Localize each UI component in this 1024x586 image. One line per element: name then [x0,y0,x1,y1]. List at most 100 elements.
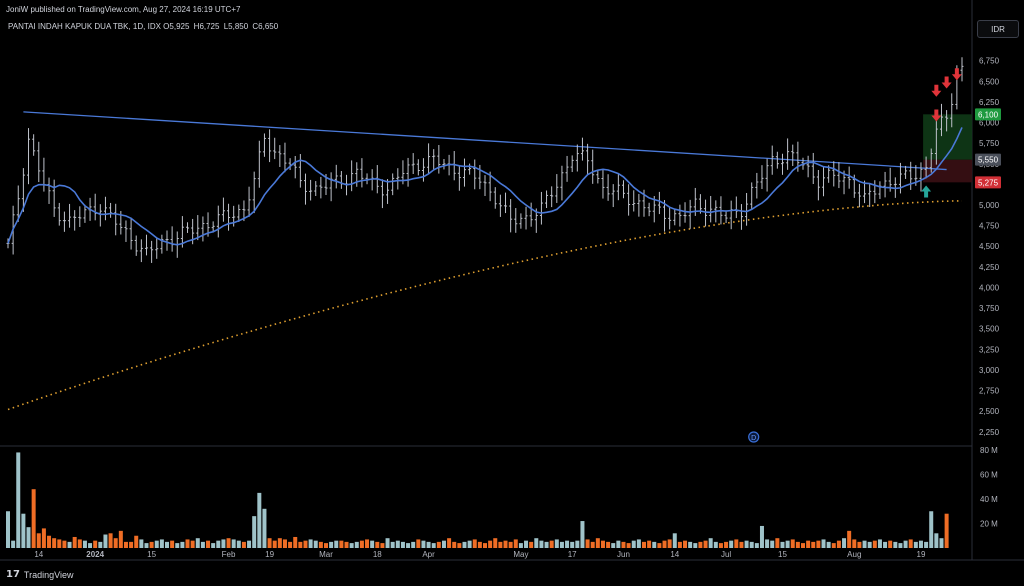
volume-bar [898,543,903,548]
volume-bar [713,541,718,548]
volume-bar [236,540,241,548]
dividend-marker-icon [748,431,760,443]
volume-bar [929,511,934,548]
volume-bar [206,540,211,548]
volume-bar [683,540,688,548]
time-tick-label: Feb [222,550,236,559]
down-arrow-icon [931,84,942,97]
volume-bar [72,536,77,548]
volume-bar [759,525,764,548]
up-arrow-icon [921,185,932,198]
volume-bar [790,539,795,548]
volume-bar [913,541,918,548]
volume-bar [154,540,159,548]
volume-bar [780,541,785,548]
price-tick-label: 3,000 [979,366,1000,375]
time-tick-label: 15 [778,550,787,559]
currency-button[interactable]: IDR [977,20,1019,38]
volume-bar [411,541,416,548]
volume-bar [324,543,328,548]
time-tick-label: Aug [847,550,861,559]
price-tick-label: 4,000 [979,283,1000,292]
volume-bar [688,541,693,548]
volume-bar [421,540,426,548]
volume-bar [862,540,867,548]
volume-bar [867,541,872,548]
volume-bar [252,516,257,548]
price-tick-label: 6,500 [979,77,1000,86]
volume-bar [144,543,149,548]
volume-bar [365,539,370,548]
volume-bar [775,538,780,548]
time-tick-label: 15 [147,550,156,559]
price-tick-label: 5,000 [979,201,1000,210]
volume-bar [934,533,939,548]
volume-bar [513,539,518,548]
volume-bar [129,541,134,548]
volume-bar [16,452,21,548]
time-tick-label: 14 [670,550,679,559]
volume-bar [200,541,205,548]
volume-bar [318,541,323,548]
volume-bar [344,541,349,548]
price-tick-label: 5,750 [979,139,1000,148]
volume-tick-label: 60 M [980,471,998,480]
volume-bar [488,540,493,548]
volume-bar [123,541,128,548]
volume-bar [349,543,354,548]
ohlc-key-c: C [250,22,259,31]
time-tick-label: 14 [34,550,43,559]
zone-0 [923,114,973,160]
volume-bar [795,541,800,548]
volume-bar [888,540,893,548]
volume-bar [826,541,831,548]
volume-bar [277,538,282,548]
volume-bar [339,540,344,548]
volume-bar [452,541,457,548]
price-tick-label: 4,750 [979,222,1000,231]
volume-bar [165,541,169,548]
volume-bar [498,541,503,548]
volume-bar [518,543,523,548]
volume-bar [221,539,226,548]
volume-bar [918,540,923,548]
level-badge [975,153,1001,166]
volume-bar [11,540,16,548]
volume-bar [631,540,636,548]
volume-bar [41,528,46,548]
level-badge [975,176,1001,189]
down-arrow-icon [941,76,952,89]
volume-bar [811,541,816,548]
volume-bar [447,538,452,548]
price-tick-label: 2,250 [979,428,1000,437]
symbol-legend: PANTAI INDAH KAPUK DUA TBK, 1D, IDX O5,9… [8,22,280,31]
volume-bar [211,543,216,548]
down-arrow-icon [931,109,942,122]
volume-bar [857,541,862,548]
volume-bar [52,538,57,548]
volume-bar [575,540,580,548]
volume-bar [559,541,564,548]
volume-bar [288,541,293,548]
volume-bar [667,539,672,548]
volume-bar [754,543,759,548]
volume-bar [113,538,118,548]
volume-bar [21,513,26,548]
volume-bar [67,541,72,548]
volume-bar [801,543,805,548]
time-tick-label: May [513,550,528,559]
volume-bar [6,511,10,548]
volume-bar [724,541,729,548]
volume-bar [400,541,405,548]
volume-bar [57,539,62,548]
price-tick-label: 2,500 [979,407,1000,416]
volume-bar [785,540,790,548]
volume-bar [539,540,544,548]
volume-bar [483,543,487,548]
zone-1 [923,159,973,183]
volume-bar [375,541,380,548]
volume-bar [493,538,498,548]
publisher-info: JoniW published on TradingView.com, Aug … [6,5,241,14]
level-label: 6,100 [978,110,999,119]
